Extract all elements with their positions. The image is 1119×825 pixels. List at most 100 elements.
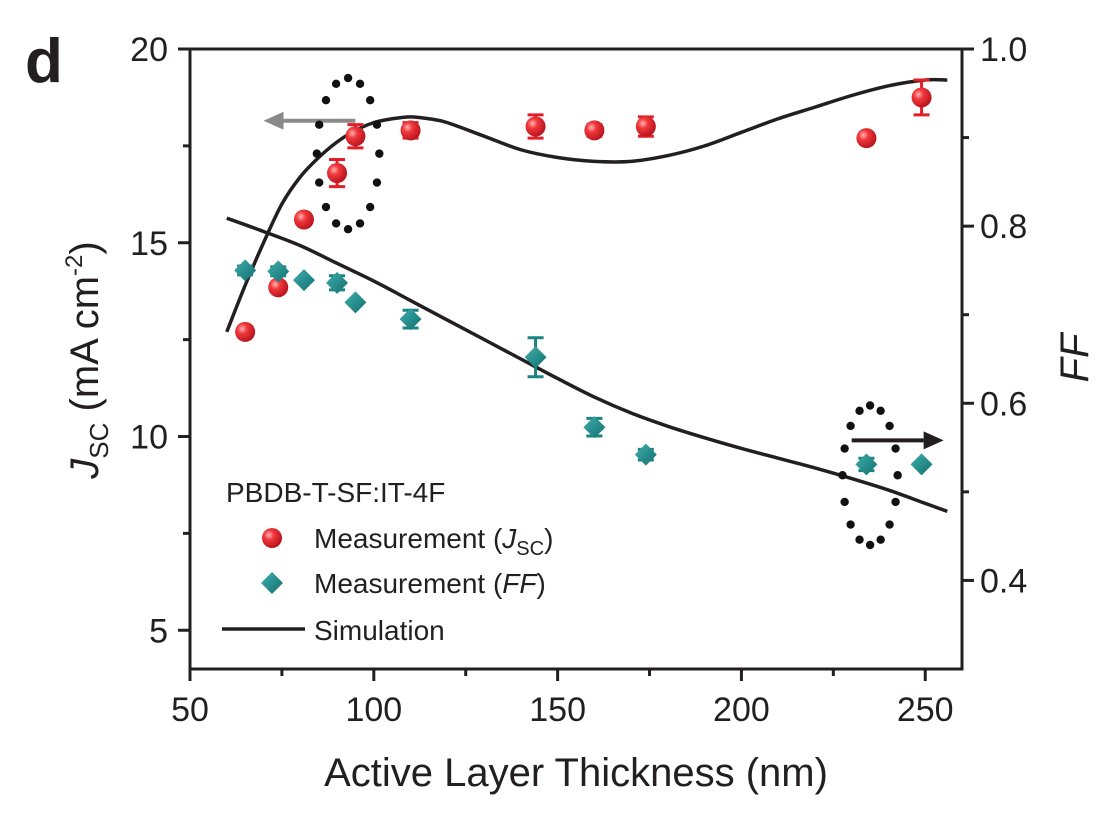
annotations bbox=[263, 73, 944, 550]
ellipse-dot bbox=[885, 421, 894, 431]
y-left-tick-label: 5 bbox=[149, 612, 168, 650]
axis-arrow-right-head bbox=[923, 431, 944, 450]
y-left-title-unit-sup: -2 bbox=[61, 255, 88, 276]
ellipse-dot bbox=[876, 535, 885, 544]
data-point-jsc bbox=[293, 209, 314, 230]
data-point-ff bbox=[524, 346, 547, 369]
simulation-lines bbox=[225, 77, 948, 513]
data-point-ff bbox=[583, 416, 606, 439]
ellipse-dot bbox=[838, 471, 847, 480]
axis-ticks bbox=[178, 47, 974, 681]
legend-text-simulation: Simulation bbox=[314, 615, 445, 646]
ellipse-dot bbox=[321, 95, 331, 105]
data-point-jsc bbox=[525, 116, 546, 137]
y-left-tick-label: 10 bbox=[130, 419, 168, 457]
y-left-tick-label: 15 bbox=[130, 225, 168, 263]
ellipse-dot bbox=[840, 444, 849, 453]
ellipse-dot bbox=[355, 219, 365, 228]
data-point-ff bbox=[326, 271, 349, 294]
x-tick-label: 250 bbox=[897, 691, 954, 729]
simulation-line-jsc bbox=[225, 77, 948, 333]
data-point-ff bbox=[292, 269, 315, 292]
ellipse-dot bbox=[343, 224, 353, 234]
data-point-jsc bbox=[911, 87, 932, 108]
ellipse-dot bbox=[315, 178, 324, 187]
data-point-ff bbox=[855, 453, 878, 476]
data-point-ff bbox=[234, 259, 257, 282]
legend-jsc-close: ) bbox=[544, 523, 553, 554]
ellipse-dot bbox=[331, 219, 341, 228]
legend-ff-italic: FF bbox=[502, 568, 538, 599]
ellipse-dot bbox=[365, 202, 375, 212]
tick-labels: 50 100 150 200 250 5 10 15 20 0.4 0.6 0.8 1.0 bbox=[130, 31, 1027, 729]
ellipse-dot bbox=[865, 401, 875, 410]
y-left-title-main: J bbox=[63, 458, 107, 480]
ellipse-dot bbox=[331, 79, 341, 89]
data-point-jsc bbox=[635, 116, 656, 137]
ellipse-dot bbox=[865, 540, 875, 550]
data-point-jsc bbox=[400, 120, 421, 141]
ellipse-dot bbox=[372, 178, 382, 187]
data-point-ff bbox=[910, 453, 933, 476]
legend-marker-ff bbox=[261, 572, 283, 594]
x-tick-label: 50 bbox=[171, 691, 209, 729]
data-point-jsc bbox=[327, 163, 348, 183]
data-point-ff bbox=[267, 260, 290, 283]
y-right-tick-label: 0.8 bbox=[980, 208, 1027, 246]
data-point-jsc bbox=[345, 126, 366, 147]
data-point-jsc bbox=[235, 321, 256, 342]
data-point-jsc bbox=[856, 128, 877, 149]
x-axis-title: Active Layer Thickness (nm) bbox=[324, 751, 828, 795]
legend-marker-jsc bbox=[262, 528, 282, 548]
data-point-ff bbox=[399, 308, 422, 331]
ellipse-dot bbox=[375, 149, 384, 158]
ellipse-dot bbox=[365, 95, 375, 105]
ellipse-dot bbox=[893, 471, 902, 480]
ellipse-dot bbox=[846, 421, 855, 431]
ellipse-dot bbox=[315, 120, 324, 129]
x-tick-label: 150 bbox=[529, 691, 586, 729]
legend-jsc-prefix: Measurement ( bbox=[314, 523, 503, 554]
y-right-tick-label: 0.4 bbox=[980, 562, 1027, 600]
y-left-title-unit-open: (mA cm bbox=[63, 276, 107, 423]
legend-ff-prefix: Measurement ( bbox=[314, 568, 503, 599]
data-point-ff bbox=[344, 291, 367, 314]
ellipse-dot bbox=[891, 497, 900, 507]
x-tick-label: 100 bbox=[345, 691, 402, 729]
ellipse-dot bbox=[885, 520, 894, 529]
legend: PBDB-T-SF:IT-4F Measurement (JSC) Measur… bbox=[222, 477, 553, 646]
plot-frame bbox=[188, 47, 964, 671]
legend-text-ff: Measurement (FF) bbox=[314, 568, 546, 599]
x-tick-label: 200 bbox=[713, 691, 770, 729]
data-point-ff bbox=[634, 443, 657, 466]
legend-jsc-italic: J bbox=[501, 523, 517, 554]
y-left-tick-label: 20 bbox=[130, 31, 168, 69]
ellipse-dot bbox=[846, 520, 855, 529]
y-axis-left-title: JSC (mA cm-2) bbox=[61, 241, 114, 479]
ellipse-dot bbox=[312, 149, 322, 158]
y-right-tick-label: 1.0 bbox=[980, 31, 1027, 69]
ellipse-dot bbox=[876, 406, 885, 416]
ellipse-dot bbox=[343, 73, 353, 83]
ellipse-dot bbox=[321, 202, 331, 212]
panel-label: d bbox=[25, 27, 63, 96]
ellipse-dot bbox=[840, 497, 849, 507]
ellipse-dot bbox=[355, 79, 365, 89]
y-left-title-unit-close: ) bbox=[63, 241, 107, 254]
y-right-tick-label: 0.6 bbox=[980, 385, 1027, 423]
legend-text-jsc: Measurement (JSC) bbox=[314, 523, 553, 560]
data-point-jsc bbox=[584, 120, 605, 141]
y-axis-right-title: FF bbox=[1053, 331, 1097, 382]
ellipse-dot bbox=[891, 444, 900, 453]
simulation-line-ff bbox=[226, 216, 948, 513]
legend-jsc-sub: SC bbox=[516, 538, 544, 560]
ellipse-dot bbox=[855, 535, 864, 544]
axis-arrow-left-head bbox=[263, 111, 284, 130]
y-left-title-sub: SC bbox=[84, 423, 114, 459]
ellipse-dot bbox=[372, 120, 382, 129]
data-markers bbox=[234, 78, 933, 476]
legend-ff-close: ) bbox=[537, 568, 546, 599]
ellipse-dot bbox=[855, 406, 864, 416]
